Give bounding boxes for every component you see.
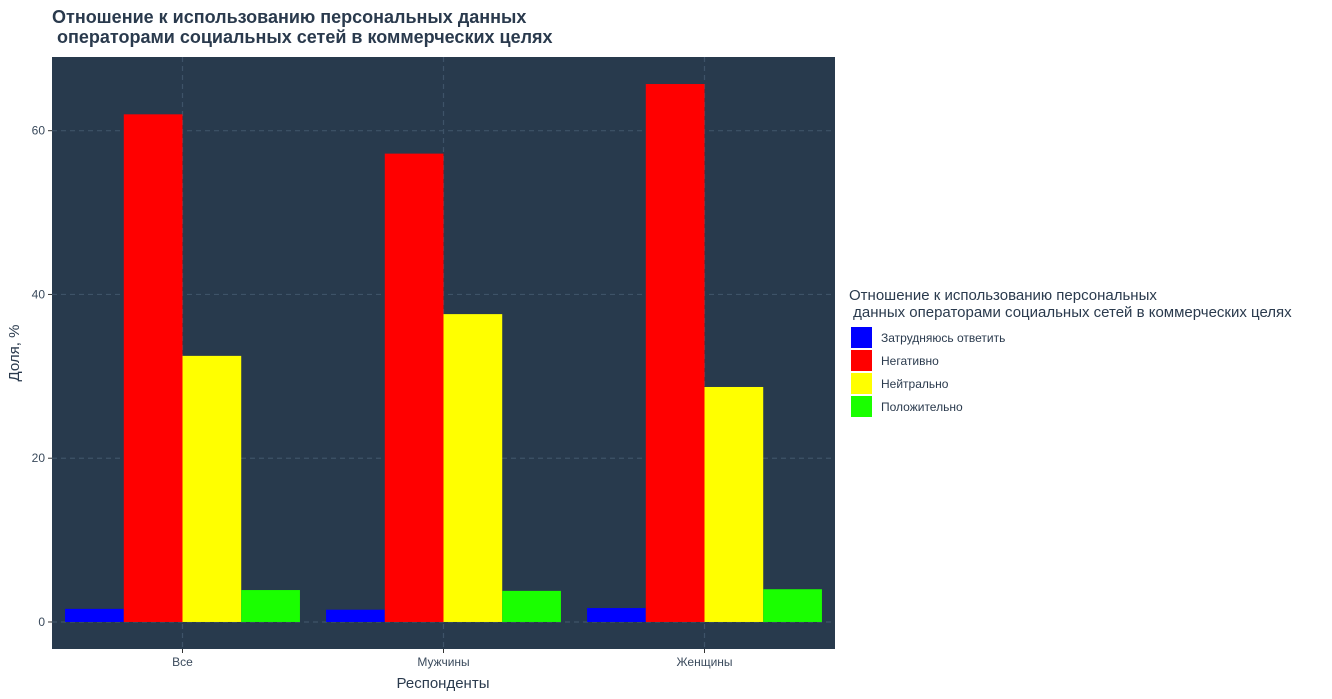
bar — [384, 153, 444, 622]
chart-title-line-1: Отношение к использованию персональных д… — [52, 7, 526, 27]
bar — [763, 589, 822, 622]
legend-swatch — [851, 373, 872, 394]
bar — [443, 314, 503, 622]
bar — [587, 608, 646, 622]
chart-title-line-2: операторами социальных сетей в коммерчес… — [52, 27, 553, 47]
bar — [123, 114, 183, 622]
bar — [704, 386, 764, 622]
y-tick-label: 60 — [32, 124, 46, 138]
legend-swatch — [851, 396, 872, 417]
legend-label: Положительно — [881, 400, 963, 414]
bar — [645, 84, 705, 622]
bar — [502, 590, 561, 622]
legend-label: Негативно — [881, 354, 939, 368]
legend-label: Нейтрально — [881, 377, 949, 391]
legend-swatch — [851, 350, 872, 371]
bar — [241, 590, 300, 622]
bar — [65, 608, 124, 622]
x-axis: Все Мужчины Женщины — [172, 649, 733, 669]
bar — [326, 609, 385, 622]
x-tick-label: Женщины — [676, 655, 732, 669]
legend-title-line-1: Отношение к использованию персональных — [849, 287, 1157, 304]
y-axis-title: Доля, % — [6, 325, 23, 382]
bars — [65, 84, 822, 622]
legend: Отношение к использованию персональных д… — [849, 287, 1292, 417]
y-tick-label: 0 — [38, 615, 45, 629]
bar — [182, 355, 242, 622]
y-axis: 0 20 40 60 — [32, 124, 52, 629]
y-tick-label: 40 — [32, 287, 46, 301]
legend-title-line-2: данных операторами социальных сетей в ко… — [849, 304, 1292, 321]
y-tick-label: 20 — [32, 451, 46, 465]
legend-swatch — [851, 327, 872, 348]
x-tick-label: Мужчины — [417, 655, 469, 669]
x-axis-title: Респонденты — [397, 675, 490, 692]
x-tick-label: Все — [172, 655, 193, 669]
legend-label: Затрудняюсь ответить — [881, 331, 1005, 345]
